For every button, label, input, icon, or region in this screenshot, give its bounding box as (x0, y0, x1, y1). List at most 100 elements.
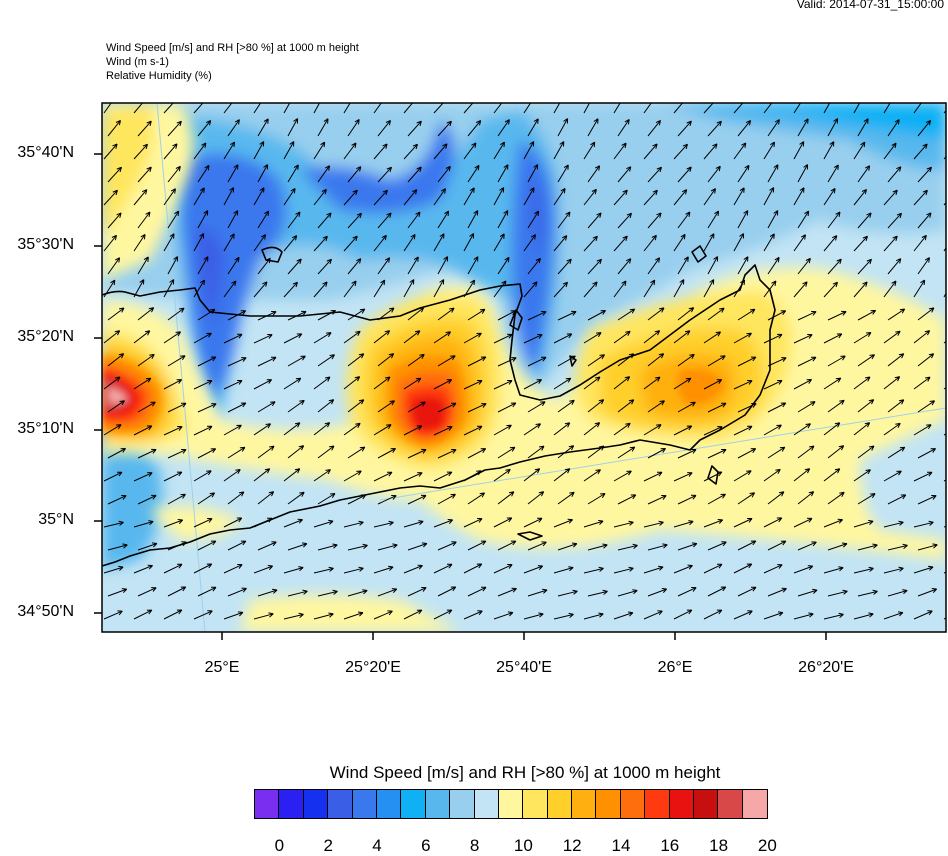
wind-arrow (767, 402, 787, 413)
wind-arrow (318, 635, 337, 642)
wind-arrow (613, 103, 621, 114)
wind-arrow (193, 425, 213, 436)
wind-arrow (707, 402, 727, 413)
wind-arrow (618, 634, 637, 642)
wind-arrow (107, 495, 127, 505)
colorbar-swatch (718, 790, 743, 818)
wind-arrow (103, 610, 123, 620)
wind-arrow (613, 142, 627, 160)
wind-arrow (857, 258, 872, 275)
wind-arrow (373, 189, 388, 206)
wind-arrow (197, 164, 210, 183)
wind-arrow (107, 588, 128, 597)
wind-arrow (373, 143, 388, 160)
wind-arrow (853, 188, 867, 206)
wind-arrow (583, 519, 604, 528)
wind-arrow (403, 103, 414, 114)
wind-arrow (313, 519, 334, 528)
wind-arrow (823, 187, 836, 206)
wind-arrow (793, 565, 814, 574)
wind-arrow (647, 543, 668, 551)
wind-arrow (763, 517, 783, 528)
wind-arrow (737, 256, 749, 275)
wind-arrow (223, 517, 243, 528)
wind-arrow (167, 256, 179, 275)
wind-arrow (373, 424, 392, 436)
wind-arrow (197, 256, 209, 275)
wind-arrow (823, 518, 843, 528)
wind-arrow (467, 540, 487, 551)
wind-arrow (317, 493, 336, 505)
wind-arrow (253, 103, 262, 114)
wind-arrow (613, 235, 628, 252)
wind-arrow (343, 611, 364, 620)
wind-arrow (373, 103, 382, 114)
wind-arrow (193, 610, 213, 620)
wind-arrow (197, 356, 217, 367)
wind-arrow (827, 399, 845, 413)
colorbar-swatch (279, 790, 304, 818)
colorbar-swatch (596, 790, 621, 818)
wind-arrow (283, 235, 298, 252)
wind-arrow (373, 565, 394, 574)
wind-arrow (407, 166, 422, 183)
wind-arrow (438, 634, 456, 643)
wind-arrow (737, 308, 756, 321)
wind-arrow (467, 256, 479, 275)
wind-arrow (853, 235, 868, 252)
wind-arrow (853, 332, 872, 344)
wind-arrow (797, 164, 809, 183)
wind-arrow (557, 355, 576, 367)
wind-arrow (913, 330, 931, 344)
wind-arrow (797, 401, 816, 413)
wind-arrow (287, 491, 305, 505)
wind-arrow (493, 517, 513, 528)
wind-arrow (433, 143, 448, 160)
wind-arrow (287, 164, 299, 183)
wind-arrow (613, 189, 628, 206)
wind-arrow (377, 166, 392, 183)
wind-arrow (317, 399, 335, 413)
wind-arrow (617, 446, 636, 459)
wind-arrow (253, 517, 273, 528)
wind-arrow (587, 212, 602, 229)
wind-arrow (917, 588, 938, 597)
wind-arrow (463, 470, 482, 482)
wind-arrow (227, 402, 247, 413)
wind-arrow (557, 399, 575, 413)
wind-arrow (733, 470, 752, 482)
wind-arrow (403, 472, 423, 482)
wind-arrow (343, 330, 361, 344)
wind-arrow (793, 468, 811, 482)
wind-arrow (733, 380, 753, 390)
wind-arrow (167, 165, 181, 183)
wind-arrow (823, 468, 841, 482)
wind-arrow (827, 258, 842, 275)
wind-arrow (197, 210, 209, 229)
wind-arrow (137, 542, 158, 551)
wind-arrow (673, 330, 691, 344)
wind-arrow (403, 564, 423, 574)
wind-arrow (407, 211, 421, 229)
wind-arrow (857, 543, 878, 551)
wind-arrow (283, 281, 298, 298)
wind-arrow (523, 103, 532, 114)
wind-arrow (283, 468, 301, 482)
wind-arrow (493, 380, 513, 390)
lon-label-25-20: 25°20'E (345, 659, 401, 676)
wind-arrow (433, 609, 453, 620)
wind-arrow (437, 165, 451, 183)
wind-arrow (313, 612, 334, 620)
wind-arrow (583, 612, 604, 620)
wind-arrow (827, 589, 848, 597)
wind-arrow (347, 589, 368, 597)
wind-arrow (317, 354, 335, 367)
wind-arrow (763, 468, 781, 482)
wind-arrow (527, 118, 539, 137)
wind-arrow (583, 235, 598, 252)
wind-arrow (167, 120, 182, 137)
wind-arrow (108, 633, 126, 642)
wind-arrow (377, 543, 398, 551)
wind-arrow (107, 448, 127, 459)
wind-arrow (198, 635, 217, 643)
